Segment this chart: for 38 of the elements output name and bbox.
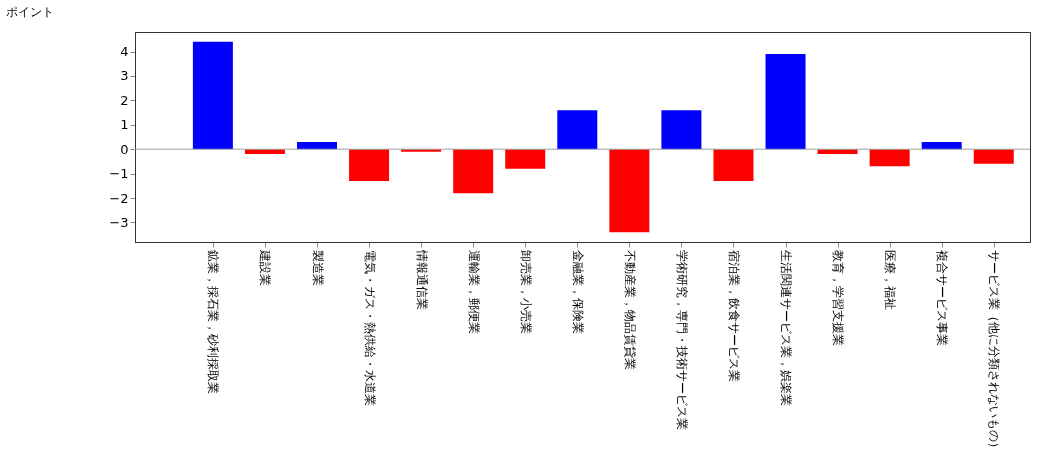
x-tick-label: 生活関連サービス業，娯楽業 — [779, 249, 794, 406]
bar — [713, 149, 754, 181]
bar — [297, 141, 337, 150]
y-tick-label: −1 — [109, 166, 129, 182]
bar — [765, 53, 806, 150]
x-tick-label: 製造業 — [310, 249, 325, 286]
x-tick-label: 宿泊業，飲食サービス業 — [726, 249, 741, 382]
y-tick-label: −3 — [109, 214, 129, 230]
y-tick-label: 4 — [120, 44, 129, 60]
bar — [349, 149, 390, 181]
bar — [609, 149, 650, 233]
y-tick-label: 1 — [120, 117, 129, 133]
x-tick-label: 医療，福祉 — [883, 249, 898, 310]
x-tick-label: 建設業 — [258, 248, 273, 286]
x-tick-label: 教育，学習支援業 — [831, 249, 846, 346]
x-tick-label: 鉱業，採石業，砂利採取業 — [206, 249, 221, 394]
x-tick-label: 学術研究，専門・技術サービス業 — [674, 249, 689, 430]
x-tick-label: 電気・ガス・熱供給・水道業 — [362, 249, 377, 406]
bar — [557, 110, 598, 150]
bar — [505, 149, 546, 169]
x-tick-label: 情報通信業 — [414, 248, 429, 310]
bar — [453, 149, 494, 194]
x-tick-label: 複合サービス事業 — [935, 249, 950, 346]
bar — [869, 149, 910, 167]
x-tick-label: サービス業（他に分類されないもの） — [987, 249, 1002, 454]
x-tick-label: 卸売業，小売業 — [518, 249, 533, 334]
bar — [921, 141, 962, 150]
y-tick-label: 2 — [120, 92, 129, 108]
bar — [661, 110, 702, 150]
y-tick-label: 3 — [120, 68, 129, 84]
y-axis-title: ポイント — [5, 4, 54, 19]
x-tick-label: 運輸業，郵便業 — [466, 249, 481, 334]
bar — [973, 149, 1014, 164]
y-tick-label: 0 — [120, 141, 129, 157]
bar — [192, 41, 233, 150]
x-tick-label: 不動産業，物品賃貸業 — [622, 249, 637, 370]
y-tick-label: −2 — [109, 190, 129, 206]
x-tick-label: 金融業，保険業 — [570, 249, 585, 334]
